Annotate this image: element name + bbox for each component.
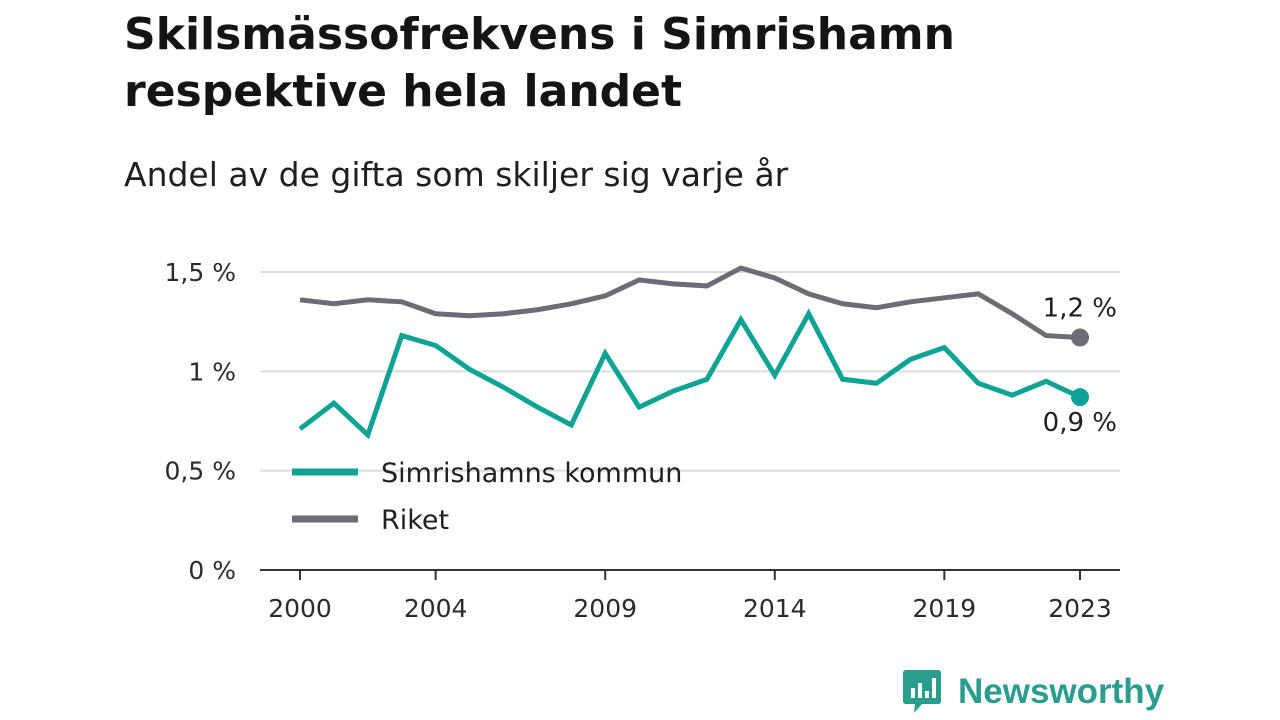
grid-lines <box>260 271 1120 472</box>
brand-name: Newsworthy <box>958 672 1165 711</box>
series-line <box>299 265 1081 341</box>
legend: Simrishamns kommun Riket <box>292 458 682 536</box>
legend-label: Riket <box>381 505 449 536</box>
end-point-marker <box>1071 388 1089 407</box>
x-tick-label: 2009 <box>573 594 637 623</box>
y-tick-label: 1 % <box>188 357 236 386</box>
chart-subtitle: Andel av de gifta som skiljer sig varje … <box>124 155 789 194</box>
y-tick-label: 0 % <box>188 556 236 585</box>
x-tick-label: 2019 <box>913 594 977 623</box>
x-tick-label: 2014 <box>743 594 807 623</box>
legend-label: Simrishamns kommun <box>381 458 682 489</box>
x-tick-label: 2000 <box>268 594 332 623</box>
end-value-label: 1,2 % <box>1043 294 1117 324</box>
x-tick-label: 2004 <box>404 594 468 623</box>
series-simrishamns-kommun: 0,9 % <box>298 308 1117 440</box>
x-tick-label: 2023 <box>1048 594 1112 623</box>
series-line <box>298 308 1082 440</box>
y-tick-label: 1,5 % <box>165 258 236 287</box>
y-tick-label: 0,5 % <box>165 457 236 486</box>
chart-title: Skilsmässofrekvens i Simrishamn respekti… <box>124 9 955 117</box>
brand-logo: Newsworthy <box>902 668 1164 716</box>
line-chart: 0 % 0,5 % 1 % 1,5 % 2000 2004 2009 2014 2019 202… <box>165 258 1120 623</box>
end-point-marker <box>1071 328 1089 347</box>
newsworthy-logo-icon <box>903 670 941 713</box>
y-axis-labels: 0 % 0,5 % 1 % 1,5 % <box>165 258 236 585</box>
end-value-label: 0,9 % <box>1043 408 1117 438</box>
x-axis: 2000 2004 2009 2014 2019 2023 <box>260 569 1120 623</box>
series-group: 1,2 % 0,9 % <box>298 265 1117 440</box>
series-riket: 1,2 % <box>299 265 1117 347</box>
